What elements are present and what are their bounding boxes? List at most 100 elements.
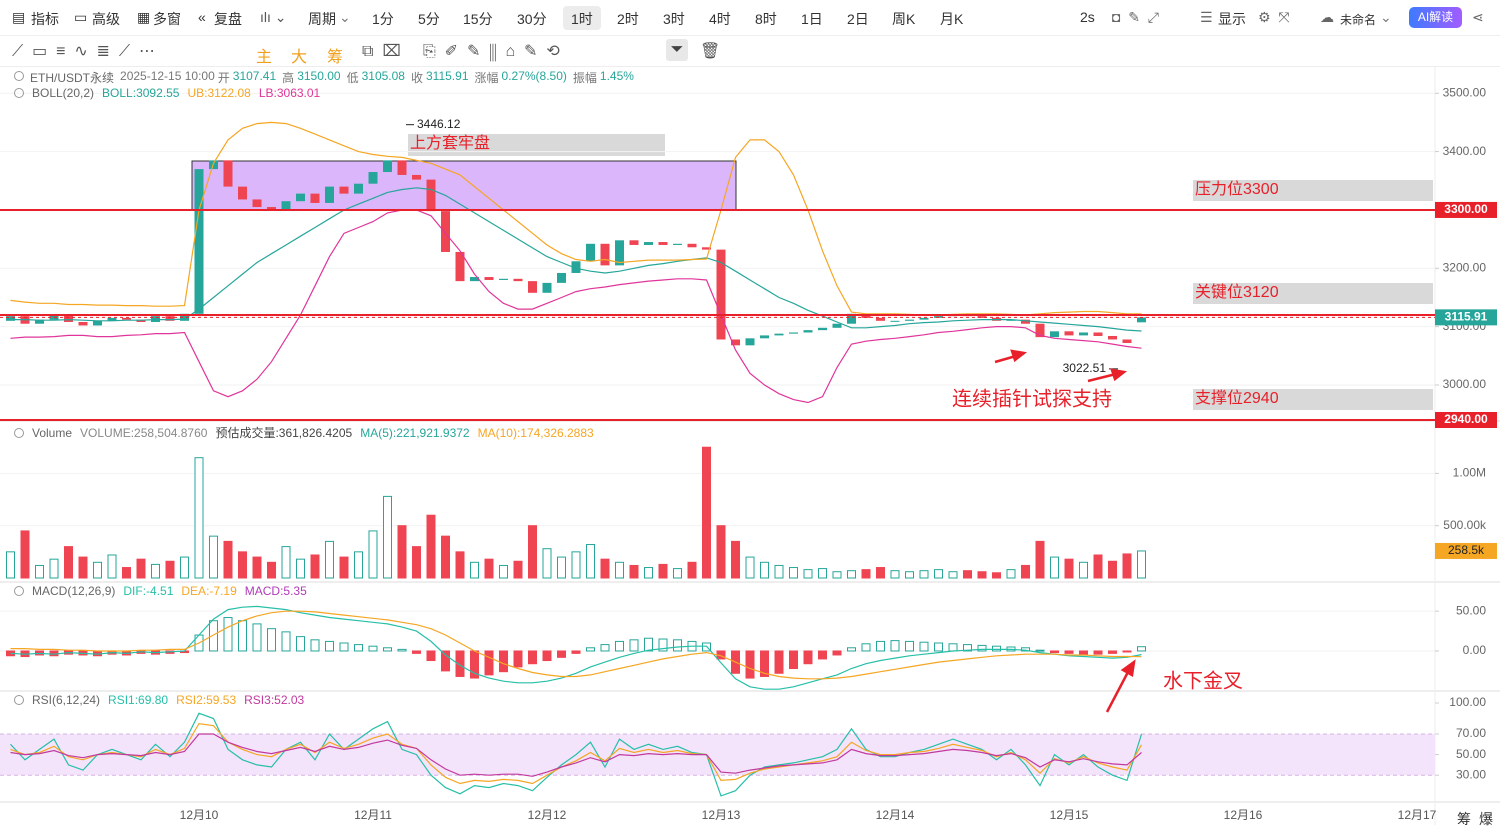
volume-bar (194, 457, 204, 579)
candle (919, 317, 929, 320)
macd-bar (1050, 650, 1059, 654)
volume-bar (484, 558, 494, 579)
candle (586, 243, 595, 262)
candle (1137, 317, 1146, 323)
value-tag (1435, 542, 1497, 559)
volume-bar (151, 563, 160, 579)
x-tick-label: 12月12 (528, 808, 567, 822)
toolbar-icons[interactable]: ◘ ✎ ⤢ (1112, 9, 1159, 25)
volume-bar (325, 540, 334, 579)
legend-entry: MACD:5.35 (244, 584, 307, 598)
interval-button[interactable]: 2时 (617, 11, 639, 27)
y-tick-label: 3400.00 (1443, 144, 1487, 158)
drawing-tools[interactable]: ⟋ ▭ ≡ ∿ ≣ ⟋ ⋯ (12, 43, 156, 60)
symbol-info: 3105.08 (361, 69, 405, 83)
interval-button[interactable]: 4时 (709, 11, 731, 27)
volume-bar (339, 556, 349, 579)
delete-button[interactable]: 🗑 (700, 43, 721, 60)
interval-button[interactable]: 1日 (801, 11, 823, 27)
drawing-tools[interactable]: ⧉ ⌧ ⎘ ✐ ✎ ⫼ ⌂ ✎ ⟲ (362, 43, 560, 60)
y-tick-label: 100.00 (1449, 695, 1486, 709)
footer-button[interactable]: 爆 (1479, 811, 1493, 827)
interval-button[interactable]: 周K (892, 11, 916, 27)
y-tick-label: 1.00M (1453, 466, 1486, 480)
x-tick-label: 12月11 (354, 808, 392, 822)
interval-button[interactable]: 1分 (372, 11, 394, 27)
candle (455, 251, 465, 282)
legend-icon (14, 88, 24, 98)
candle (629, 240, 639, 245)
mode-button[interactable]: 大 (291, 49, 308, 66)
display-button[interactable]: 显示 (1218, 11, 1246, 27)
candle (600, 243, 610, 266)
refresh-rate[interactable]: 2s (1080, 9, 1095, 25)
top-toolbar: ▤ 指标 ▭ 高级 ▦ 多窗 « 复盘 ılı ⌄ 周期 ⌄ 1分 5分 15分… (0, 0, 1500, 36)
interval-button[interactable]: 月K (940, 11, 964, 27)
price-tag (1435, 201, 1497, 218)
toolbar-icon[interactable]: ▭ (74, 9, 88, 25)
macd-bar (818, 650, 827, 660)
macd-bar (658, 638, 668, 652)
toolbar-button[interactable]: 多窗 (153, 11, 181, 27)
macd-bar (600, 644, 610, 652)
volume-bar (296, 558, 305, 579)
plot: 3000.003100.003200.003400.003500.00500.0… (0, 85, 1497, 822)
indicator-icon[interactable]: ▤ (12, 9, 26, 25)
symbol-info: 振幅 (572, 71, 597, 85)
dropdown-caret[interactable]: ⌄ (1380, 9, 1392, 25)
interval-button[interactable]: 2日 (847, 11, 869, 27)
candle (528, 281, 537, 293)
toolbar-button[interactable]: 高级 (92, 11, 120, 27)
toolbar-icons[interactable]: ⚙ ⤧ (1258, 9, 1290, 25)
macd-bar (629, 639, 639, 652)
candle (252, 199, 262, 208)
cloud-icon[interactable]: ☁ (1320, 9, 1334, 25)
interval-button[interactable]: 5分 (418, 11, 440, 27)
interval-button[interactable]: 30分 (517, 11, 547, 27)
x-tick-label: 12月10 (180, 808, 219, 822)
series-line (10, 610, 1142, 680)
symbol-info: 高 (282, 71, 295, 85)
indicator-name: RSI(6,12,24) (32, 693, 101, 707)
macd-bar (919, 641, 929, 652)
interval-button[interactable]: 15分 (463, 11, 493, 27)
macd-bar (905, 640, 914, 652)
toolbar-button[interactable]: 指标 (31, 11, 59, 27)
x-tick-label: 12月16 (1224, 808, 1263, 822)
toolbar-icon[interactable]: ▦ (137, 9, 151, 25)
arrow-head (1010, 349, 1028, 363)
mode-button[interactable]: 筹 (327, 49, 344, 66)
series-line (10, 722, 1143, 785)
y-tick-label: 70.00 (1456, 726, 1486, 740)
period-button[interactable]: 周期 (308, 11, 336, 27)
ai-button[interactable]: AI解读 (1409, 7, 1462, 28)
interval-button[interactable]: 8时 (755, 11, 777, 27)
volume-bar (93, 561, 102, 579)
footer-button[interactable]: 筹 (1457, 811, 1471, 827)
share-icon[interactable]: ⋖ (1472, 9, 1484, 25)
candle (470, 277, 479, 282)
arrow (1087, 372, 1117, 383)
volume-bar (252, 556, 262, 579)
toolbar-icon[interactable]: « (198, 9, 206, 25)
interval-button[interactable]: 1时 (571, 11, 593, 27)
mode-button[interactable]: 主 (256, 49, 273, 66)
display-icon[interactable]: ☰ (1200, 9, 1213, 25)
volume-bar (861, 569, 871, 579)
layout-name[interactable]: 未命名 (1340, 13, 1377, 27)
volume-bar (6, 551, 15, 579)
volume-bar (803, 569, 813, 579)
dropdown-caret[interactable]: ⌄ (339, 9, 351, 25)
toolbar-button[interactable]: 复盘 (214, 11, 242, 27)
macd-bar (223, 617, 233, 652)
volume-bar (412, 546, 421, 579)
macd-bar (339, 642, 349, 652)
filter-button[interactable]: ⏷ (666, 39, 688, 61)
legend-icon (14, 695, 24, 705)
candle (658, 242, 668, 245)
chart-type-button[interactable]: ılı ⌄ (260, 9, 287, 25)
macd-bar (484, 650, 494, 676)
interval-button[interactable]: 3时 (663, 11, 685, 27)
volume-bar (948, 571, 958, 579)
macd-bar (963, 644, 972, 652)
